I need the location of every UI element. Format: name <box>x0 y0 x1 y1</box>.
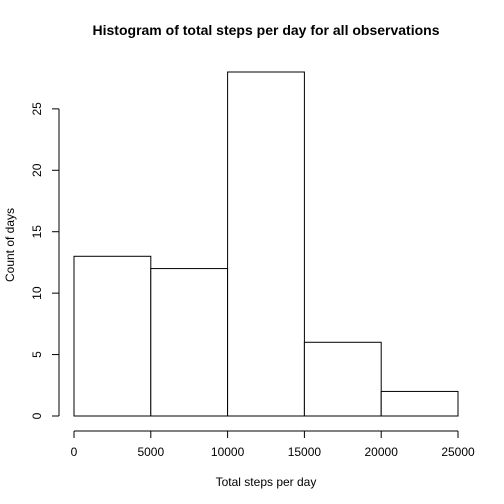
y-tick-label: 10 <box>30 286 44 300</box>
y-axis-label: Count of days <box>3 208 17 282</box>
x-tick-label: 0 <box>71 445 78 459</box>
x-tick-label: 5000 <box>137 445 164 459</box>
y-tick-label: 25 <box>30 102 44 116</box>
y-tick-label: 5 <box>30 351 44 358</box>
y-tick-label: 0 <box>30 412 44 419</box>
x-axis: 0 5000 10000 15000 20000 25000 <box>71 430 475 459</box>
histogram-bar <box>150 268 229 417</box>
y-tick-label: 15 <box>30 225 44 239</box>
histogram-bar <box>73 255 152 417</box>
x-tick-label: 25000 <box>441 445 475 459</box>
y-tick-label: 20 <box>30 163 44 177</box>
chart-title: Histogram of total steps per day for all… <box>93 22 440 38</box>
x-tick-label: 10000 <box>211 445 245 459</box>
x-tick-label: 20000 <box>365 445 399 459</box>
y-axis: 0 5 10 15 20 25 <box>30 102 60 419</box>
histogram-bar <box>227 71 305 417</box>
histogram-bar <box>303 341 382 417</box>
histogram-bar <box>380 390 459 417</box>
bars-group <box>73 71 459 417</box>
x-axis-label: Total steps per day <box>216 475 317 489</box>
x-tick-label: 15000 <box>288 445 322 459</box>
